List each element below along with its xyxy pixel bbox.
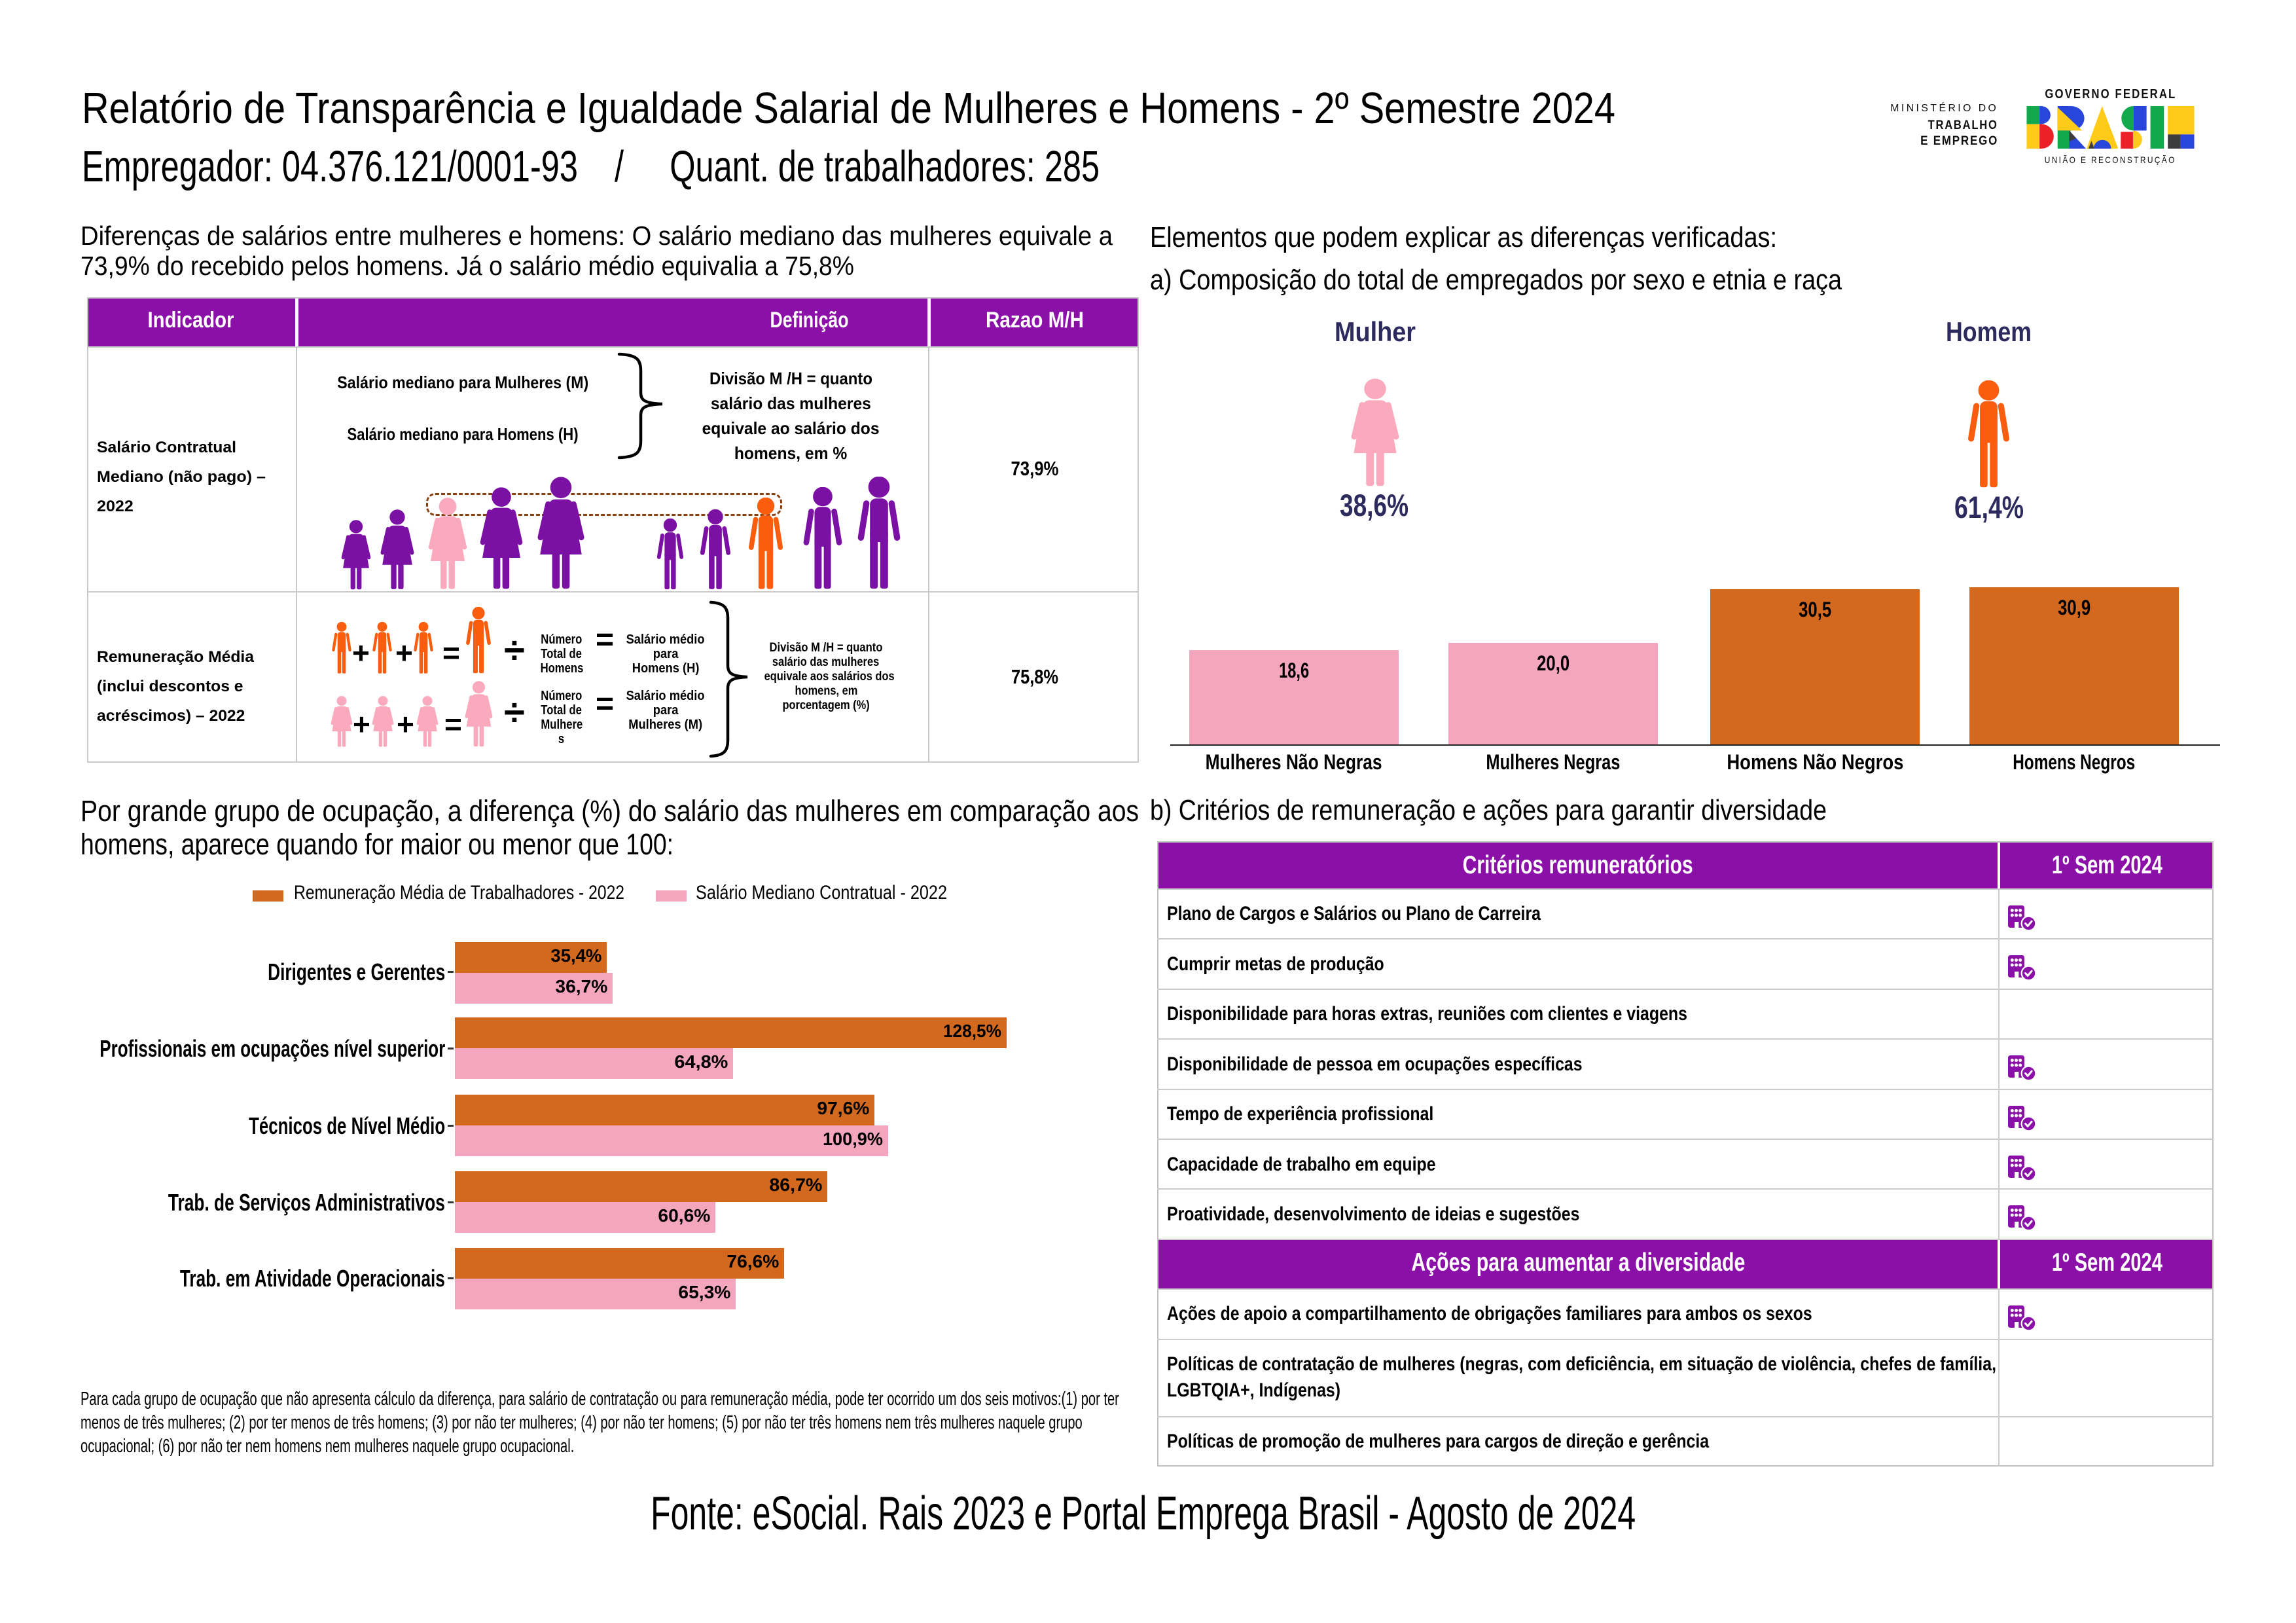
svg-text:+: +: [395, 636, 413, 670]
svg-text:+: +: [397, 707, 414, 741]
svg-text:=: =: [444, 707, 462, 741]
svg-text:=: =: [442, 636, 460, 670]
svg-text:+: +: [353, 707, 370, 741]
svg-text:+: +: [352, 636, 370, 670]
